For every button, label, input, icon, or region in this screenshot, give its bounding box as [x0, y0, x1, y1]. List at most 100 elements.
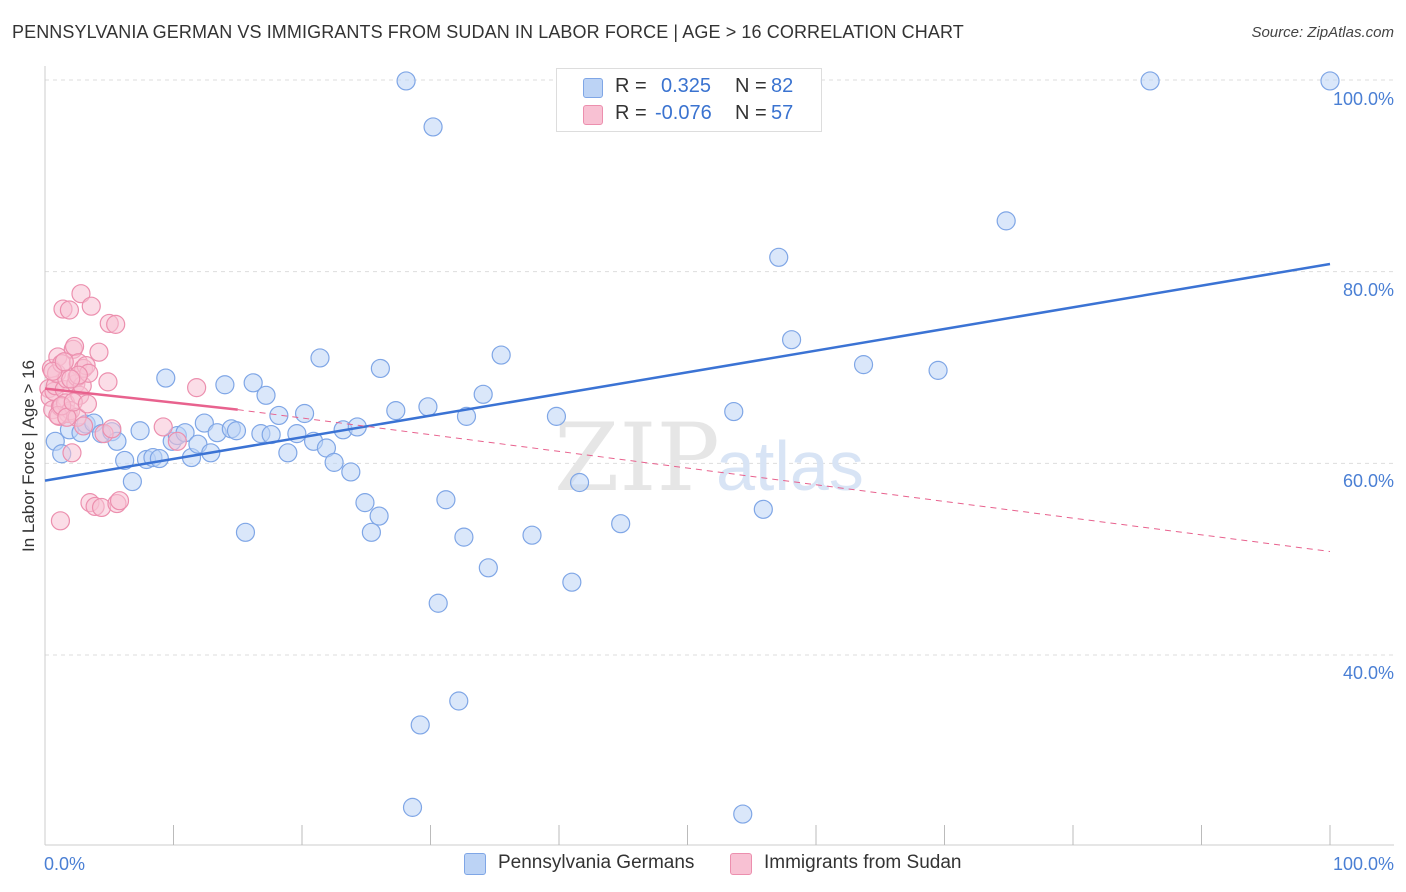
data-point-pink: [89, 342, 109, 362]
data-point-pink: [98, 372, 118, 392]
data-point-blue: [569, 472, 590, 493]
data-point-blue: [324, 452, 344, 472]
data-point-blue: [410, 715, 430, 735]
trend-line-pink-extension: [237, 409, 1331, 552]
legend-swatch-blue: [583, 78, 603, 98]
data-point-pink: [50, 511, 71, 531]
data-point-pink: [81, 296, 101, 316]
data-point-blue: [478, 558, 498, 578]
axes: [44, 66, 1394, 846]
data-point-pink: [62, 443, 82, 463]
data-point-pink: [59, 300, 80, 320]
data-point-pink: [167, 431, 187, 451]
data-point-blue: [226, 421, 247, 441]
data-point-blue: [928, 360, 948, 380]
legend-swatch-pink: [583, 105, 603, 125]
data-point-blue: [996, 211, 1016, 231]
data-point-blue: [428, 593, 448, 613]
trend-line-blue: [44, 262, 1331, 482]
data-point-blue: [454, 527, 474, 547]
data-point-pink: [106, 314, 126, 334]
data-point-blue: [243, 373, 263, 393]
data-point-blue: [122, 471, 142, 492]
data-point-blue: [310, 348, 330, 368]
data-point-blue: [269, 405, 289, 426]
legend-swatch-pink: [730, 853, 752, 875]
data-point-blue: [369, 506, 389, 526]
data-point-blue: [753, 499, 773, 519]
data-point-blue: [402, 797, 423, 817]
data-point-blue: [522, 525, 542, 545]
data-point-pink: [71, 284, 91, 304]
legend-r-key: R =: [615, 75, 647, 97]
data-point-blue: [449, 691, 469, 711]
data-point-blue: [611, 514, 631, 534]
watermark-atlas: atlas: [716, 427, 864, 505]
legend-label: Pennsylvania Germans: [498, 852, 695, 873]
y-tick-label-80: 80.0%: [1343, 280, 1394, 300]
legend-r-key: R =: [615, 102, 647, 124]
data-point-blue: [130, 421, 150, 441]
chart-title: PENNSYLVANIA GERMAN VS IMMIGRANTS FROM S…: [12, 22, 964, 42]
data-point-pink: [73, 416, 94, 436]
y-tick-label-60: 60.0%: [1343, 471, 1394, 491]
data-point-blue: [194, 413, 214, 433]
data-point-blue: [149, 448, 169, 469]
data-point-blue: [546, 406, 567, 426]
data-point-blue: [418, 397, 438, 417]
data-point-blue: [491, 345, 511, 365]
data-point-blue: [423, 117, 443, 137]
watermark: ZIP atlas: [554, 404, 864, 513]
data-point-pink: [64, 336, 85, 357]
tick-labels: 0.0% 100.0% 100.0% 80.0% 60.0% 40.0% In …: [19, 89, 1394, 874]
data-point-blue: [294, 403, 315, 424]
data-point-blue: [370, 358, 390, 379]
data-point-blue: [355, 493, 375, 513]
data-point-blue: [361, 522, 381, 542]
series-pink: [39, 284, 207, 531]
y-axis-title: In Labor Force | Age > 16: [19, 360, 38, 552]
legend-swatch-blue: [464, 853, 486, 875]
data-point-blue: [341, 462, 361, 482]
data-point-blue: [733, 804, 753, 824]
data-point-pink: [109, 491, 130, 511]
x-tick-label-min: 0.0%: [44, 854, 85, 874]
data-point-pink: [187, 378, 207, 398]
data-point-pink: [61, 369, 81, 389]
data-point-blue: [769, 247, 789, 267]
data-point-blue: [215, 375, 235, 395]
trend-line-pink: [44, 387, 238, 411]
watermark-zip: ZIP: [554, 404, 720, 513]
data-point-blue: [562, 572, 582, 592]
legend-n-key: N =: [735, 75, 767, 97]
data-point-pink: [102, 419, 122, 439]
data-point-pink: [77, 394, 98, 414]
data-point-blue: [115, 450, 135, 471]
correlation-legend: R = 0.325 N = 82 R = -0.076 N = 57: [556, 68, 822, 132]
y-tick-label-100: 100.0%: [1333, 89, 1394, 109]
data-point-blue: [724, 401, 744, 422]
data-point-pink: [54, 352, 74, 372]
legend-r-value: -0.076: [655, 102, 712, 124]
legend-r-value: 0.325: [661, 75, 712, 97]
data-point-blue: [436, 490, 456, 510]
data-point-blue: [1140, 71, 1160, 91]
data-point-blue: [235, 522, 256, 542]
x-tick-label-max: 100.0%: [1333, 854, 1394, 874]
data-point-blue: [781, 330, 802, 350]
y-tick-label-40: 40.0%: [1343, 663, 1394, 683]
trend-lines: [44, 262, 1331, 552]
data-point-blue: [396, 71, 416, 91]
source-credit: Source: ZipAtlas.com: [1251, 24, 1394, 41]
legend-n-value: 57: [771, 102, 794, 124]
data-point-blue: [156, 368, 176, 388]
legend-n-value: 82: [771, 75, 794, 97]
data-point-blue: [473, 384, 493, 404]
data-point-pink: [153, 417, 173, 437]
data-point-blue: [1320, 71, 1340, 91]
legend-n-key: N =: [735, 102, 767, 124]
data-point-blue: [256, 385, 276, 405]
data-point-blue: [853, 355, 874, 375]
data-point-blue: [456, 406, 477, 426]
